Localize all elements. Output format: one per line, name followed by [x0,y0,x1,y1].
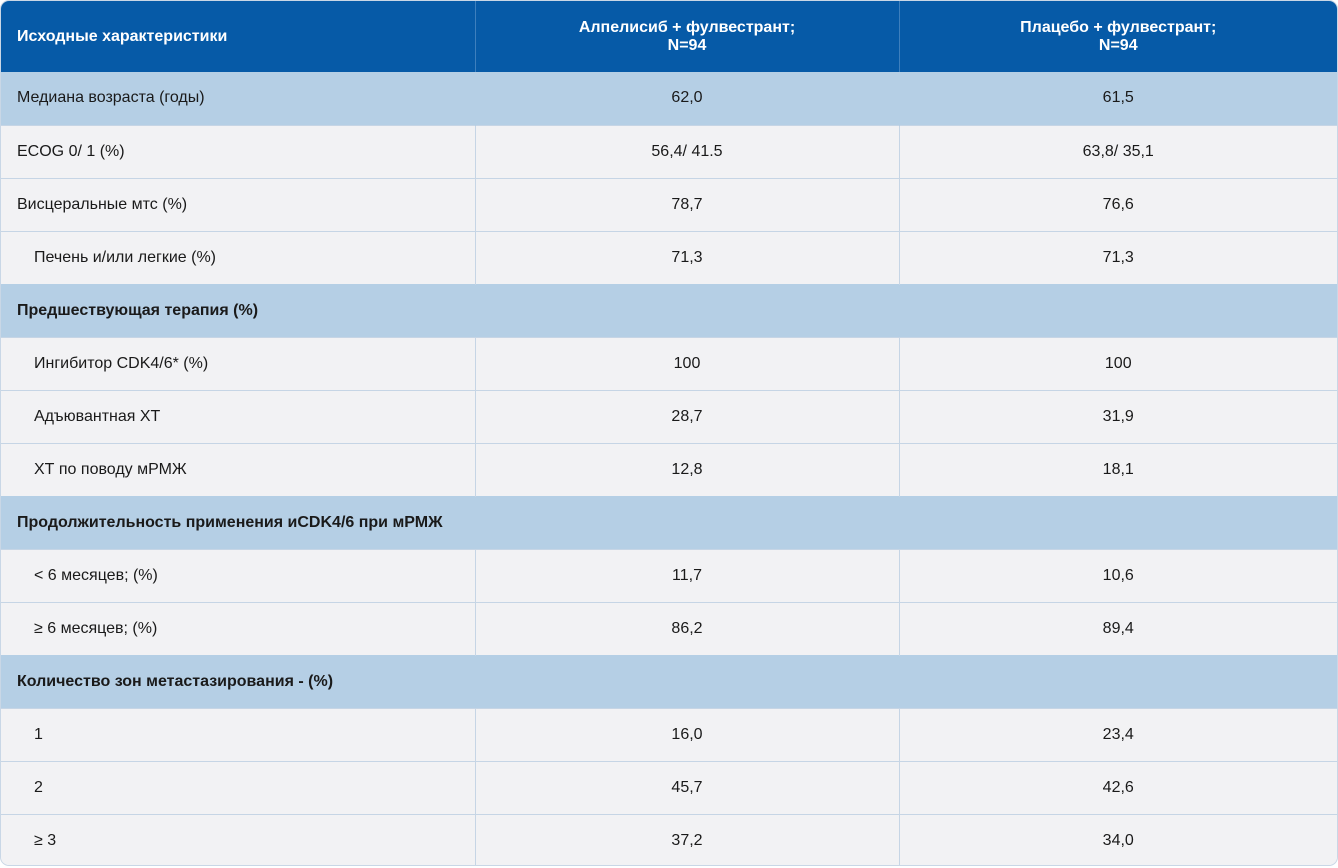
row-label: ≥ 3 [1,813,476,865]
placebo-value: 76,6 [899,177,1337,231]
table-row: 1 16,0 23,4 [1,707,1337,761]
row-label: 2 [1,760,476,814]
alpelisib-value: 56,4/ 41.5 [475,124,900,178]
placebo-value: 71,3 [899,230,1337,284]
table-row: ≥ 6 месяцев; (%) 86,2 89,4 [1,601,1337,655]
table-row: ≥ 3 37,2 34,0 [1,813,1337,865]
header-alpelisib-arm: Алпелисиб + фулвестрант; N=94 [475,1,900,72]
alpelisib-value: 78,7 [475,177,900,231]
alpelisib-value: 86,2 [475,601,900,655]
row-label: Ингибитор CDK4/6* (%) [1,336,476,390]
table-header-row: Исходные характеристики Алпелисиб + фулв… [1,1,1337,72]
table-row: Медиана возраста (годы) 62,0 61,5 [1,72,1337,125]
alpelisib-value: 37,2 [475,813,900,865]
alpelisib-value: 45,7 [475,760,900,814]
section-header-row: Продолжительность применения иCDK4/6 при… [1,495,1337,549]
section-title-metastasis-sites: Количество зон метастазирования - (%) [1,654,1337,708]
alpelisib-value: 62,0 [475,72,900,125]
row-label: < 6 месяцев; (%) [1,548,476,602]
table-row: ХТ по поводу мРМЖ 12,8 18,1 [1,442,1337,496]
header-placebo-n: N=94 [1098,36,1138,54]
placebo-value: 23,4 [899,707,1337,761]
alpelisib-value: 100 [475,336,900,390]
alpelisib-value: 28,7 [475,389,900,443]
header-placebo-title: Плацебо + фулвестрант; [1020,18,1217,36]
row-label: Висцеральные мтс (%) [1,177,476,231]
section-title-cdk-duration: Продолжительность применения иCDK4/6 при… [1,495,1337,549]
section-header-row: Предшествующая терапия (%) [1,283,1337,337]
header-placebo-arm: Плацебо + фулвестрант; N=94 [899,1,1337,72]
header-alpelisib-title: Алпелисиб + фулвестрант; [578,18,796,36]
section-header-row: Количество зон метастазирования - (%) [1,654,1337,708]
placebo-value: 100 [899,336,1337,390]
placebo-value: 31,9 [899,389,1337,443]
alpelisib-value: 71,3 [475,230,900,284]
row-label: Медиана возраста (годы) [1,72,476,125]
alpelisib-value: 12,8 [475,442,900,496]
row-label: ХТ по поводу мРМЖ [1,442,476,496]
section-title-prior-therapy: Предшествующая терапия (%) [1,283,1337,337]
table-row: ECOG 0/ 1 (%) 56,4/ 41.5 63,8/ 35,1 [1,124,1337,178]
placebo-value: 89,4 [899,601,1337,655]
table-row: Адъювантная ХТ 28,7 31,9 [1,389,1337,443]
table-row: Ингибитор CDK4/6* (%) 100 100 [1,336,1337,390]
row-label: Печень и/или легкие (%) [1,230,476,284]
row-label: 1 [1,707,476,761]
placebo-value: 18,1 [899,442,1337,496]
placebo-value: 61,5 [899,72,1337,125]
row-label: ECOG 0/ 1 (%) [1,124,476,178]
table-row: < 6 месяцев; (%) 11,7 10,6 [1,548,1337,602]
table-row: 2 45,7 42,6 [1,760,1337,814]
alpelisib-value: 16,0 [475,707,900,761]
header-characteristics: Исходные характеристики [1,1,476,72]
placebo-value: 10,6 [899,548,1337,602]
table-row: Висцеральные мтс (%) 78,7 76,6 [1,177,1337,231]
alpelisib-value: 11,7 [475,548,900,602]
row-label: Адъювантная ХТ [1,389,476,443]
placebo-value: 63,8/ 35,1 [899,124,1337,178]
placebo-value: 34,0 [899,813,1337,865]
row-label: ≥ 6 месяцев; (%) [1,601,476,655]
placebo-value: 42,6 [899,760,1337,814]
header-alpelisib-n: N=94 [667,36,707,54]
table-row: Печень и/или легкие (%) 71,3 71,3 [1,230,1337,284]
